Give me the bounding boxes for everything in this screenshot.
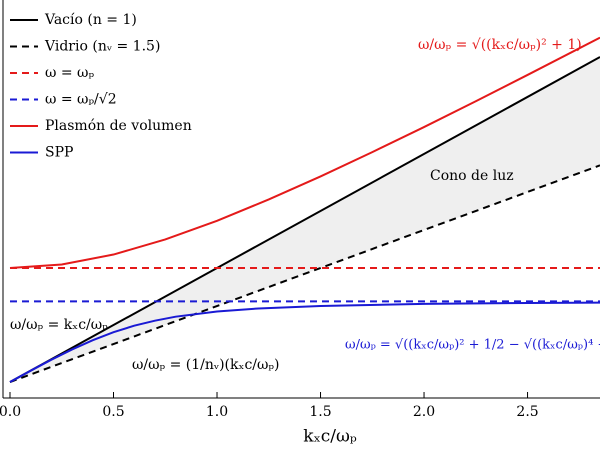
x-tick-label: 1.5 xyxy=(309,404,331,420)
legend-label: ω = ωₚ xyxy=(45,65,94,81)
annotation: ω/ωₚ = kₓc/ωₚ xyxy=(10,317,108,333)
line-series xyxy=(9,301,600,383)
line-series xyxy=(9,164,600,383)
x-tick-label: 2.5 xyxy=(516,404,538,420)
annotation: Cono de luz xyxy=(430,168,514,184)
legend-label: Plasmón de volumen xyxy=(45,118,192,134)
x-tick-label: 0.5 xyxy=(102,404,124,420)
line-series xyxy=(9,36,600,269)
annotation: ω/ωₚ = √((kₓc/ωₚ)² + 1/2 − √((kₓc/ωₚ)⁴ +… xyxy=(345,338,600,353)
x-tick-label: 0.0 xyxy=(0,404,21,420)
legend-label: ω = ωₚ/√2 xyxy=(45,92,117,108)
legend-label: SPP xyxy=(45,145,73,161)
annotation: ω/ωₚ = (1/nᵥ)(kₓc/ωₚ) xyxy=(132,357,279,373)
x-tick-label: 2.0 xyxy=(413,404,435,420)
line-series xyxy=(9,56,600,383)
x-tick-label: 1.0 xyxy=(206,404,228,420)
legend-label: Vidrio (nᵥ = 1.5) xyxy=(44,39,160,55)
legend-label: Vacío (n = 1) xyxy=(44,12,137,28)
annotation: ω/ωₚ = √((kₓc/ωₚ)² + 1) xyxy=(418,37,582,53)
x-axis-label: kₓc/ωₚ xyxy=(303,427,357,447)
